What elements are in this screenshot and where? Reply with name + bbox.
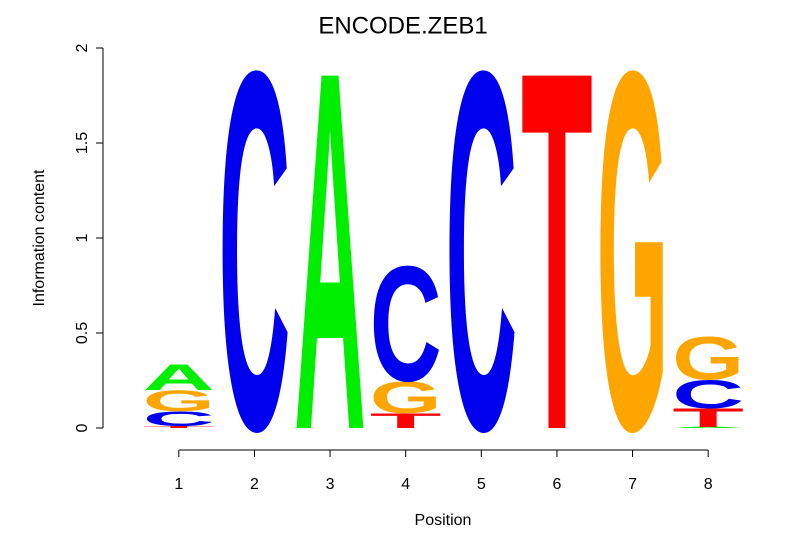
logo-letter: C <box>370 232 442 416</box>
x-tick-label: 4 <box>401 476 410 493</box>
logo-letter: C <box>445 0 517 538</box>
x-tick-label: 8 <box>704 476 713 493</box>
y-tick-label: 0.5 <box>74 322 91 344</box>
logo-letter: G <box>597 0 669 537</box>
y-tick-label: 2 <box>74 43 91 52</box>
logo-letter: A <box>294 0 366 538</box>
x-tick-label: 7 <box>628 476 637 493</box>
logo-letter: T <box>672 403 744 433</box>
logo-letter: T <box>370 409 442 433</box>
y-tick-label: 1.5 <box>74 132 91 154</box>
logo-letter: G <box>143 384 215 417</box>
logo-letter: A <box>672 427 744 428</box>
x-axis-label: Position <box>415 512 472 529</box>
x-tick-label: 2 <box>250 476 259 493</box>
logo-letter: G <box>370 372 442 422</box>
logo-letter: C <box>143 407 215 431</box>
x-tick-label: 6 <box>552 476 561 493</box>
x-tick-label: 3 <box>326 476 335 493</box>
y-tick-label: 1 <box>74 233 91 242</box>
y-tick-label: 0 <box>74 423 91 432</box>
x-tick-label: 5 <box>477 476 486 493</box>
chart-title: ENCODE.ZEB1 <box>318 12 487 39</box>
y-axis-label: Information content <box>31 169 48 307</box>
logo-letter: C <box>219 0 291 538</box>
logo-letter: C <box>672 372 744 417</box>
logo-letter: G <box>672 324 744 393</box>
logo-letter: T <box>143 426 215 429</box>
logo-letter: A <box>143 356 215 398</box>
x-tick-label: 1 <box>174 476 183 493</box>
logo-letter: T <box>521 0 593 537</box>
